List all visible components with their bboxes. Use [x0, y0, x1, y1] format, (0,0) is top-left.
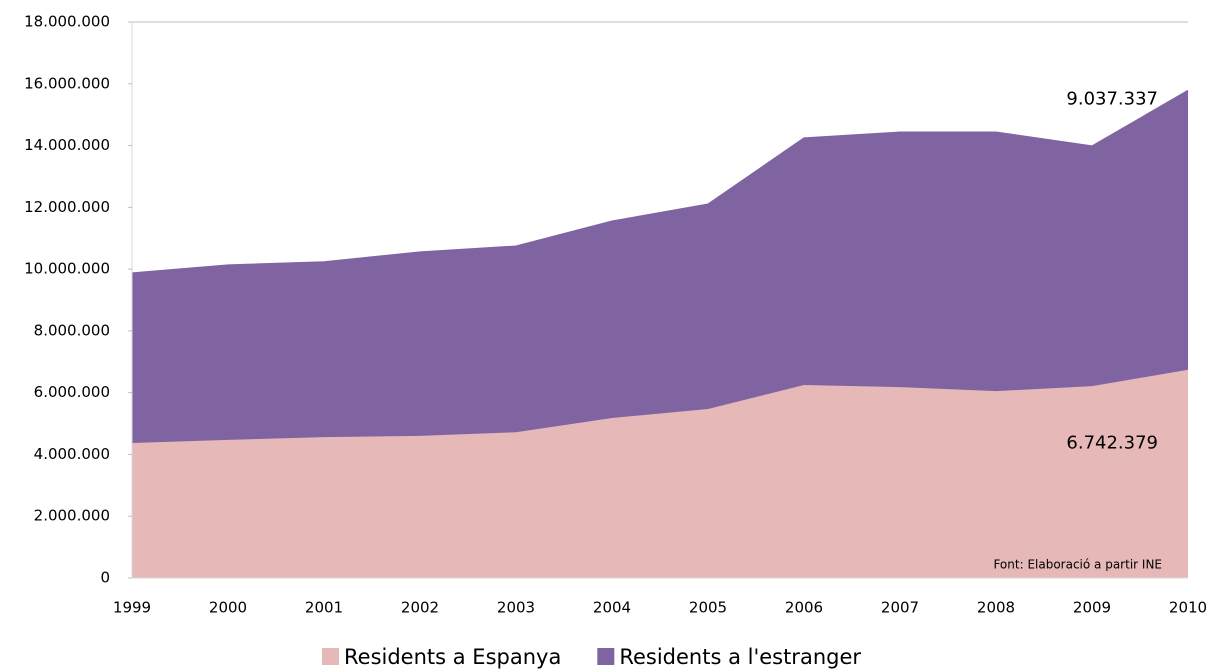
x-tick-label: 2010 [1169, 599, 1207, 617]
x-tick-label: 1999 [113, 599, 151, 617]
y-tick-label: 0 [100, 569, 110, 587]
y-tick-label: 18.000.000 [24, 13, 110, 31]
x-tick-label: 2001 [305, 599, 343, 617]
y-tick-label: 14.000.000 [24, 136, 110, 154]
area-fill [132, 369, 1188, 578]
source-note: Font: Elaboració a partir INE [993, 558, 1162, 572]
value-label: 9.037.337 [1066, 89, 1158, 110]
x-tick-label: 2004 [593, 599, 631, 617]
x-tick-label: 2000 [209, 599, 247, 617]
y-tick-label: 6.000.000 [34, 383, 110, 401]
x-tick-label: 2002 [401, 599, 439, 617]
x-tick-label: 2009 [1073, 599, 1111, 617]
area-edge [131, 89, 1189, 274]
legend-swatch [322, 648, 339, 665]
x-tick-label: 2007 [881, 599, 919, 617]
y-tick-label: 8.000.000 [34, 321, 110, 339]
value-label: 6.742.379 [1066, 433, 1158, 454]
y-tick-label: 2.000.000 [34, 507, 110, 525]
legend-label: Residents a Espanya [344, 645, 561, 669]
x-tick-label: 2003 [497, 599, 535, 617]
y-tick-label: 16.000.000 [24, 74, 110, 92]
x-tick-label: 2006 [785, 599, 823, 617]
y-tick-label: 10.000.000 [24, 260, 110, 278]
x-tick-label: 2005 [689, 599, 727, 617]
legend-swatch [597, 648, 615, 665]
y-tick-label: 12.000.000 [24, 198, 110, 216]
legend-label: Residents a l'estranger [619, 645, 861, 669]
y-tick-label: 4.000.000 [34, 445, 110, 463]
x-tick-label: 2008 [977, 599, 1015, 617]
area-fill [132, 90, 1188, 444]
